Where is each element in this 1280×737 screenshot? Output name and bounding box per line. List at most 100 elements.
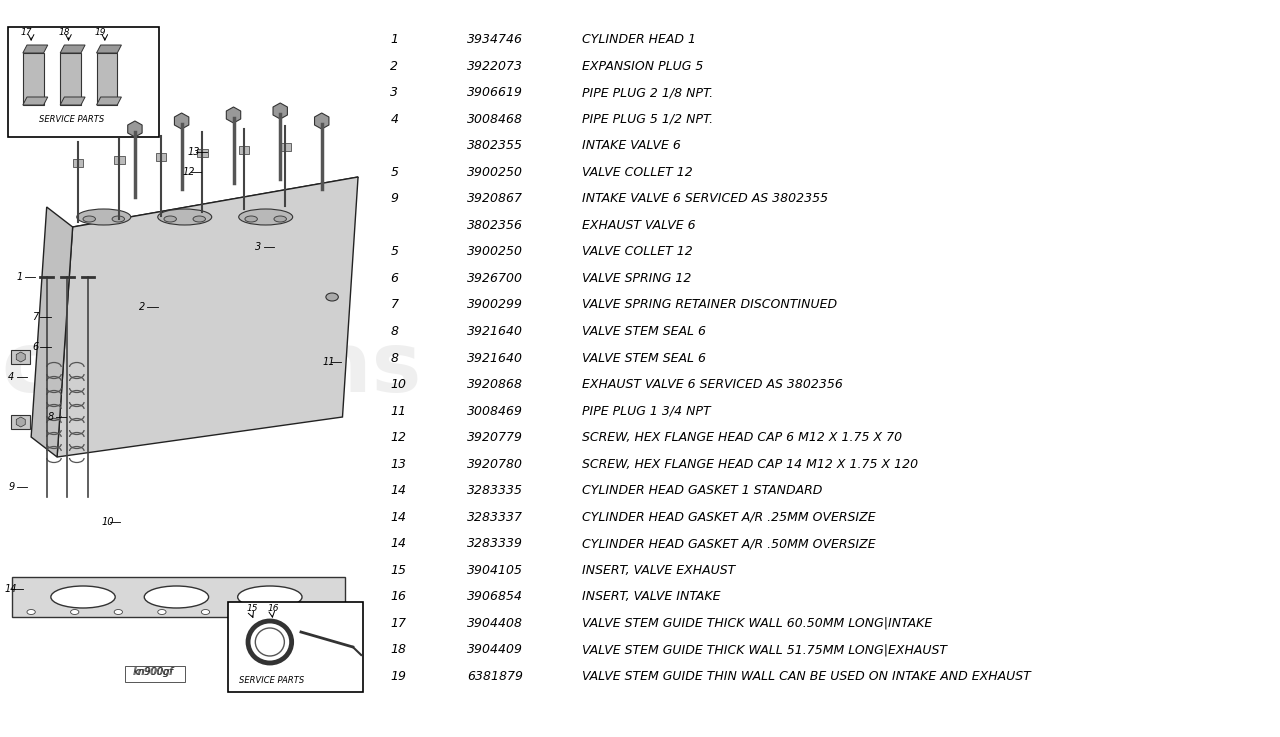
Text: 3802355: 3802355 — [467, 139, 524, 153]
Ellipse shape — [157, 209, 211, 225]
Polygon shape — [58, 177, 358, 457]
Text: 3: 3 — [255, 242, 261, 252]
Text: 8: 8 — [47, 412, 54, 422]
Text: 19: 19 — [95, 28, 106, 37]
Ellipse shape — [201, 609, 210, 615]
Text: EXHAUST VALVE 6 SERVICED AS 3802356: EXHAUST VALVE 6 SERVICED AS 3802356 — [582, 378, 844, 391]
Text: 3921640: 3921640 — [467, 325, 524, 338]
Ellipse shape — [51, 586, 115, 608]
Text: 3008469: 3008469 — [467, 405, 524, 418]
Polygon shape — [23, 97, 47, 105]
Text: 9: 9 — [8, 482, 14, 492]
Text: CYLINDER HEAD GASKET A/R .50MM OVERSIZE: CYLINDER HEAD GASKET A/R .50MM OVERSIZE — [582, 537, 876, 551]
Ellipse shape — [145, 586, 209, 608]
Text: 14: 14 — [390, 484, 407, 497]
Text: VALVE STEM GUIDE THICK WALL 60.50MM LONG|INTAKE: VALVE STEM GUIDE THICK WALL 60.50MM LONG… — [582, 617, 933, 630]
Ellipse shape — [164, 216, 177, 222]
Text: 3920868: 3920868 — [467, 378, 524, 391]
Ellipse shape — [70, 609, 79, 615]
Text: 2: 2 — [140, 302, 146, 312]
Ellipse shape — [244, 609, 253, 615]
Ellipse shape — [255, 628, 284, 656]
Ellipse shape — [244, 216, 257, 222]
Text: PIPE PLUG 5 1/2 NPT.: PIPE PLUG 5 1/2 NPT. — [582, 113, 713, 126]
Text: 17: 17 — [390, 617, 407, 630]
Ellipse shape — [83, 216, 96, 222]
Bar — [12, 350, 31, 364]
Text: SERVICE PARTS: SERVICE PARTS — [40, 115, 105, 124]
Ellipse shape — [27, 609, 36, 615]
Text: 13: 13 — [390, 458, 407, 471]
Ellipse shape — [238, 586, 302, 608]
Text: 13: 13 — [188, 147, 201, 157]
Text: 5: 5 — [390, 166, 398, 179]
Bar — [12, 415, 31, 429]
Text: EXHAUST VALVE 6: EXHAUST VALVE 6 — [582, 219, 696, 232]
Text: INSERT, VALVE INTAKE: INSERT, VALVE INTAKE — [582, 590, 721, 604]
Text: 3900299: 3900299 — [467, 298, 524, 312]
Text: 17: 17 — [20, 28, 32, 37]
Text: 14: 14 — [4, 584, 17, 594]
Text: SERVICE PARTS: SERVICE PARTS — [238, 676, 303, 685]
Text: VALVE SPRING RETAINER DISCONTINUED: VALVE SPRING RETAINER DISCONTINUED — [582, 298, 837, 312]
Text: 1: 1 — [390, 33, 398, 46]
Text: 3922073: 3922073 — [467, 60, 524, 73]
Text: INTAKE VALVE 6 SERVICED AS 3802355: INTAKE VALVE 6 SERVICED AS 3802355 — [582, 192, 828, 206]
Text: 16: 16 — [390, 590, 407, 604]
Ellipse shape — [157, 609, 166, 615]
Text: 3802356: 3802356 — [467, 219, 524, 232]
Text: CYLINDER HEAD GASKET A/R .25MM OVERSIZE: CYLINDER HEAD GASKET A/R .25MM OVERSIZE — [582, 511, 876, 524]
Ellipse shape — [288, 609, 297, 615]
FancyBboxPatch shape — [8, 27, 159, 137]
Text: 6: 6 — [32, 342, 38, 352]
Text: 3900250: 3900250 — [467, 166, 524, 179]
Text: 3904105: 3904105 — [467, 564, 524, 577]
Text: 15: 15 — [390, 564, 407, 577]
Text: PIPE PLUG 1 3/4 NPT: PIPE PLUG 1 3/4 NPT — [582, 405, 710, 418]
Text: 4: 4 — [8, 372, 14, 382]
Ellipse shape — [332, 609, 340, 615]
Text: 3920867: 3920867 — [467, 192, 524, 206]
Ellipse shape — [326, 293, 338, 301]
Polygon shape — [96, 45, 122, 53]
Polygon shape — [58, 177, 358, 257]
Ellipse shape — [274, 216, 287, 222]
Text: 3906854: 3906854 — [467, 590, 524, 604]
Ellipse shape — [193, 216, 206, 222]
Text: 3921640: 3921640 — [467, 352, 524, 365]
Text: 7: 7 — [390, 298, 398, 312]
Bar — [60, 53, 81, 105]
Polygon shape — [23, 45, 47, 53]
Text: 3926700: 3926700 — [467, 272, 524, 285]
Text: cummins: cummins — [1, 328, 421, 409]
Bar — [96, 53, 118, 105]
Ellipse shape — [113, 216, 124, 222]
Text: 3283335: 3283335 — [467, 484, 524, 497]
Text: VALVE COLLET 12: VALVE COLLET 12 — [582, 166, 694, 179]
Text: 14: 14 — [390, 537, 407, 551]
Text: CYLINDER HEAD 1: CYLINDER HEAD 1 — [582, 33, 696, 46]
Text: 1: 1 — [17, 272, 23, 282]
Text: 3900250: 3900250 — [467, 245, 524, 259]
Text: 3283337: 3283337 — [467, 511, 524, 524]
Text: 18: 18 — [58, 28, 69, 37]
Text: 4: 4 — [390, 113, 398, 126]
Text: 19: 19 — [390, 670, 407, 683]
Text: 8: 8 — [390, 352, 398, 365]
Text: 7: 7 — [32, 312, 38, 322]
Text: 12: 12 — [390, 431, 407, 444]
Text: 3906619: 3906619 — [467, 86, 524, 99]
Polygon shape — [60, 45, 84, 53]
Text: 12: 12 — [183, 167, 195, 177]
Text: 15: 15 — [247, 604, 259, 613]
Text: EXPANSION PLUG 5: EXPANSION PLUG 5 — [582, 60, 704, 73]
Text: VALVE STEM SEAL 6: VALVE STEM SEAL 6 — [582, 352, 707, 365]
Bar — [280, 143, 291, 151]
Ellipse shape — [248, 621, 292, 663]
Polygon shape — [60, 97, 84, 105]
Text: 3: 3 — [390, 86, 398, 99]
Text: 11: 11 — [323, 357, 335, 367]
Text: 18: 18 — [390, 643, 407, 657]
Bar — [114, 156, 124, 164]
Text: 3008468: 3008468 — [467, 113, 524, 126]
